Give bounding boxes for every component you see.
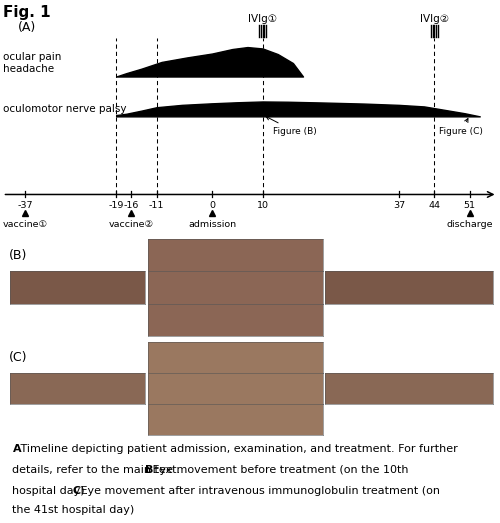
Text: Timeline depicting patient admission, examination, and treatment. For further: Timeline depicting patient admission, ex… xyxy=(17,445,458,454)
Text: 10: 10 xyxy=(256,201,268,210)
Text: (C): (C) xyxy=(9,351,28,364)
Text: Fig. 1: Fig. 1 xyxy=(2,5,50,20)
Text: discharge: discharge xyxy=(446,220,493,229)
Text: 37: 37 xyxy=(393,201,405,210)
Text: admission: admission xyxy=(188,220,236,229)
Text: the 41st hospital day): the 41st hospital day) xyxy=(12,505,135,515)
Text: hospital day).: hospital day). xyxy=(12,486,92,496)
Text: -37: -37 xyxy=(18,201,33,210)
Text: 51: 51 xyxy=(464,201,475,210)
Text: 0: 0 xyxy=(209,201,215,210)
Text: IVIg②: IVIg② xyxy=(420,14,449,24)
Text: ocular pain
headache: ocular pain headache xyxy=(2,52,61,74)
Text: 44: 44 xyxy=(428,201,440,210)
Text: -19: -19 xyxy=(108,201,124,210)
Text: -11: -11 xyxy=(149,201,164,210)
Text: -16: -16 xyxy=(124,201,139,210)
Text: A: A xyxy=(12,445,21,454)
Text: vaccine②: vaccine② xyxy=(109,220,154,229)
Text: Eye movement after intravenous immunoglobulin treatment (on: Eye movement after intravenous immunoglo… xyxy=(77,486,440,496)
Text: vaccine①: vaccine① xyxy=(3,220,48,229)
Text: Figure (B): Figure (B) xyxy=(266,117,316,136)
Text: details, refer to the main text.: details, refer to the main text. xyxy=(12,465,184,475)
Text: B: B xyxy=(144,465,153,475)
Text: (A): (A) xyxy=(18,21,36,33)
Text: C: C xyxy=(72,486,80,496)
Text: oculomotor nerve palsy: oculomotor nerve palsy xyxy=(2,105,126,115)
Text: Eye movement before treatment (on the 10th: Eye movement before treatment (on the 10… xyxy=(149,465,408,475)
Text: Figure (C): Figure (C) xyxy=(440,119,484,136)
Text: IVIg①: IVIg① xyxy=(248,14,277,24)
Text: (B): (B) xyxy=(9,248,28,262)
